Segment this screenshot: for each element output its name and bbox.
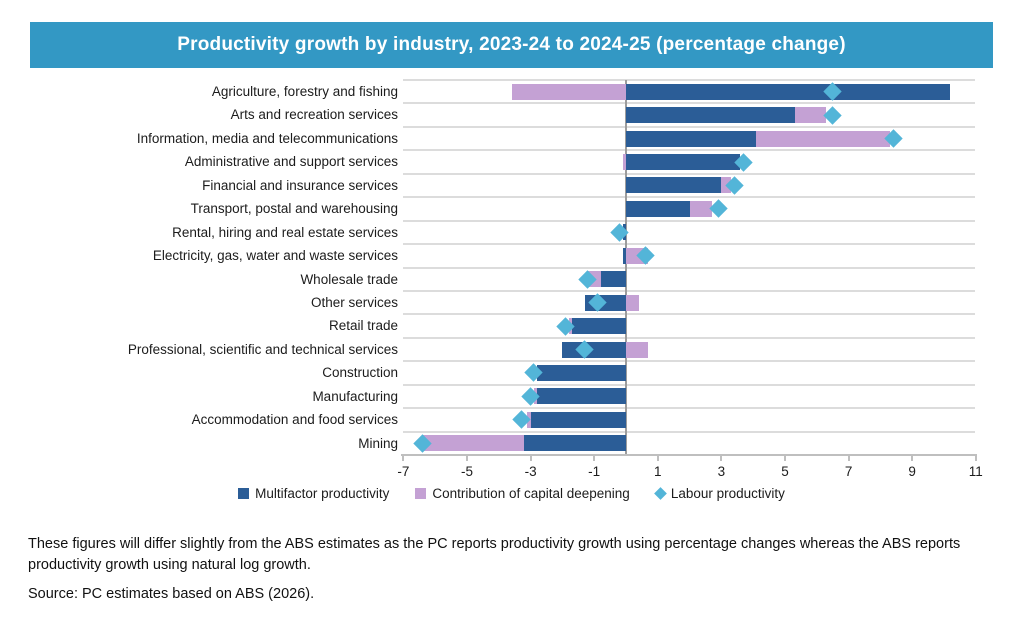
gridline bbox=[403, 383, 975, 386]
axis-tick bbox=[529, 456, 532, 461]
category-label: Administrative and support services bbox=[184, 154, 398, 170]
chart-title: Productivity growth by industry, 2023-24… bbox=[177, 34, 846, 55]
multifactor-bar bbox=[600, 271, 626, 288]
axis-tick bbox=[911, 456, 914, 461]
category-label: Financial and insurance services bbox=[202, 177, 398, 193]
gridline bbox=[403, 289, 975, 292]
x-tick-label: -7 bbox=[397, 464, 410, 479]
x-tick-label: 9 bbox=[908, 464, 916, 479]
gridline bbox=[403, 313, 975, 316]
category-label: Professional, scientific and technical s… bbox=[127, 341, 398, 357]
multifactor-bar bbox=[626, 177, 722, 194]
multifactor-bar bbox=[626, 83, 951, 100]
multifactor-bar bbox=[622, 247, 626, 264]
category-label: Transport, postal and warehousing bbox=[190, 201, 398, 217]
category-label: Wholesale trade bbox=[300, 271, 398, 287]
gridline bbox=[403, 360, 975, 363]
plot-area: -7 -5 -3 -1 1 3 5 7 9 11 bbox=[397, 79, 983, 479]
multifactor-bar bbox=[626, 107, 795, 124]
gridline bbox=[403, 102, 975, 105]
x-axis-line bbox=[401, 454, 977, 456]
x-tick-label: 1 bbox=[654, 464, 662, 479]
capital-deepening-bar bbox=[689, 200, 712, 217]
category-label: Accommodation and food services bbox=[191, 412, 398, 428]
capital-deepening-bar bbox=[794, 107, 827, 124]
capital-deepening-swatch-icon bbox=[415, 488, 427, 499]
axis-tick bbox=[784, 456, 786, 461]
gridline bbox=[403, 79, 975, 81]
gridline bbox=[403, 196, 975, 199]
capital-deepening-bar bbox=[626, 294, 639, 311]
gridline bbox=[403, 219, 975, 222]
multifactor-bar bbox=[536, 388, 626, 405]
capital-deepening-bar bbox=[511, 83, 626, 100]
gridline bbox=[403, 243, 975, 246]
multifactor-bar bbox=[626, 200, 690, 217]
axis-tick bbox=[720, 456, 723, 461]
multifactor-swatch-icon bbox=[238, 488, 250, 499]
legend-label: Contribution of capital deepening bbox=[432, 486, 630, 501]
capital-deepening-bar bbox=[756, 130, 890, 147]
category-label: Construction bbox=[322, 365, 398, 381]
bar-chart: Agriculture, forestry and fishing Arts an… bbox=[0, 79, 1023, 479]
multifactor-bar bbox=[626, 154, 741, 171]
gridline bbox=[403, 336, 975, 339]
category-label: Information, media and telecommunication… bbox=[136, 130, 398, 146]
axis-tick bbox=[847, 456, 850, 461]
x-tick-label: -5 bbox=[460, 464, 473, 479]
chart-title-bar: Productivity growth by industry, 2023-24… bbox=[30, 22, 993, 68]
gridline bbox=[403, 172, 975, 175]
labour-diamond-icon bbox=[653, 487, 667, 500]
axis-tick bbox=[593, 456, 596, 461]
chart-legend: Multifactor productivity Contribution of… bbox=[0, 486, 1023, 501]
x-tick-label: 11 bbox=[968, 464, 983, 479]
multifactor-bar bbox=[524, 435, 626, 452]
axis-tick bbox=[974, 456, 977, 461]
multifactor-bar bbox=[571, 318, 626, 335]
x-tick-label: 5 bbox=[781, 464, 789, 479]
category-labels: Agriculture, forestry and fishing Arts an… bbox=[10, 80, 398, 455]
capital-deepening-bar bbox=[626, 341, 649, 358]
x-tick-label: -3 bbox=[524, 464, 537, 479]
source-text: Source: PC estimates based on ABS (2026)… bbox=[28, 586, 315, 602]
capital-deepening-bar bbox=[622, 154, 626, 171]
legend-item-capital-deepening: Contribution of capital deepening bbox=[415, 486, 630, 501]
gridline bbox=[403, 430, 975, 433]
category-label: Mining bbox=[358, 435, 398, 451]
axis-tick bbox=[656, 456, 659, 461]
x-tick-label: -1 bbox=[588, 464, 601, 479]
gridline bbox=[403, 407, 975, 410]
category-label: Manufacturing bbox=[312, 388, 398, 404]
category-label: Arts and recreation services bbox=[230, 107, 398, 123]
category-label: Agriculture, forestry and fishing bbox=[211, 84, 398, 99]
category-label: Electricity, gas, water and waste servic… bbox=[152, 248, 398, 264]
legend-label: Labour productivity bbox=[670, 486, 785, 501]
category-label: Other services bbox=[310, 294, 398, 310]
multifactor-bar bbox=[536, 364, 626, 381]
x-tick-label: 7 bbox=[844, 464, 853, 479]
multifactor-bar bbox=[562, 341, 626, 358]
gridline bbox=[403, 149, 975, 152]
gridline bbox=[403, 125, 975, 128]
axis-tick bbox=[402, 456, 405, 461]
legend-item-multifactor: Multifactor productivity bbox=[238, 486, 389, 501]
legend-label: Multifactor productivity bbox=[255, 486, 390, 501]
gridline bbox=[403, 266, 975, 269]
capital-deepening-bar bbox=[422, 435, 525, 452]
legend-item-labour: Labour productivity bbox=[653, 486, 785, 501]
zero-baseline bbox=[625, 80, 627, 455]
footnote-text: These figures will differ slightly from … bbox=[28, 536, 961, 574]
axis-tick bbox=[466, 456, 468, 461]
category-label: Rental, hiring and real estate services bbox=[172, 224, 398, 240]
category-label: Retail trade bbox=[328, 318, 398, 334]
multifactor-bar bbox=[530, 411, 626, 428]
multifactor-bar bbox=[626, 130, 757, 147]
x-tick-label: 3 bbox=[717, 464, 726, 479]
